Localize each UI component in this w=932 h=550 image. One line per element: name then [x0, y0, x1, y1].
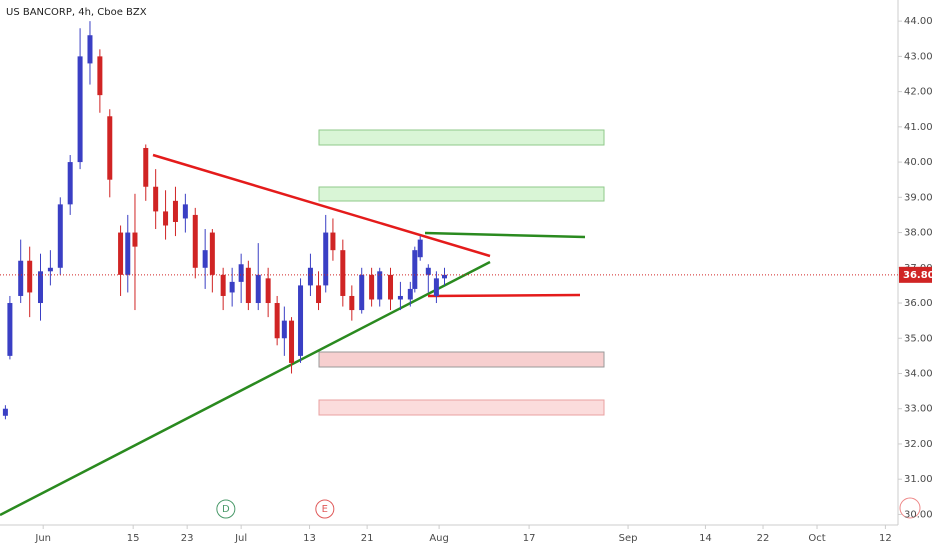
candle-body: [67, 162, 73, 205]
candle-body: [369, 274, 375, 300]
candle-body: [359, 274, 365, 311]
candle-body: [255, 274, 261, 304]
candle-body: [47, 267, 53, 272]
candle-body: [349, 295, 355, 311]
candle-body: [330, 232, 336, 251]
x-tick-label: Aug: [429, 533, 449, 544]
zone: [318, 186, 605, 202]
candle-body: [118, 232, 124, 275]
candle-body: [172, 200, 178, 222]
candle-body: [245, 267, 251, 304]
price-label: 36.80: [903, 270, 932, 281]
candle-body: [143, 147, 149, 187]
zone: [318, 399, 605, 416]
candle-body: [281, 320, 287, 339]
candle-body: [202, 250, 208, 268]
candle-body: [153, 186, 159, 212]
y-tick-label: 31.00: [904, 474, 932, 485]
candle-body: [37, 271, 43, 304]
x-tick-label: 23: [181, 533, 194, 544]
candle-body: [316, 285, 322, 304]
candle-body: [229, 281, 235, 293]
trend-line: [152, 153, 491, 258]
candle-body: [220, 274, 226, 296]
candle-body: [182, 204, 188, 219]
x-tick-label: 22: [757, 533, 770, 544]
x-tick-label: Jun: [34, 533, 51, 544]
candle-body: [57, 204, 63, 268]
candle-body: [27, 260, 33, 293]
trend-line: [0, 260, 491, 517]
event-marker: [315, 499, 335, 519]
candle-body: [87, 35, 93, 64]
candle-body: [298, 285, 304, 356]
candle-body: [2, 408, 8, 416]
candle-body: [163, 211, 169, 226]
candle-body: [18, 260, 24, 296]
x-tick-label: 12: [879, 533, 892, 544]
y-tick-label: 33.00: [904, 404, 932, 415]
candle-body: [425, 267, 431, 275]
trend-line: [424, 231, 586, 239]
x-tick-label: 15: [127, 533, 140, 544]
event-label: D: [222, 504, 230, 515]
candle-body: [323, 232, 329, 286]
y-tick-label: 43.00: [904, 51, 932, 62]
candle-body: [238, 264, 244, 282]
y-tick-label: 41.00: [904, 122, 932, 133]
y-tick-label: 42.00: [904, 87, 932, 98]
drawings: [0, 129, 605, 517]
event-marker: [899, 497, 921, 519]
candle-body: [125, 232, 131, 275]
y-tick-label: 34.00: [904, 368, 932, 379]
x-tick-label: Jul: [234, 533, 247, 544]
candle-body: [412, 250, 418, 289]
trend-line: [427, 293, 581, 298]
candle-body: [97, 56, 103, 96]
candle-body: [107, 116, 113, 180]
y-tick-label: 40.00: [904, 157, 932, 168]
candle-body: [307, 267, 313, 286]
candle-body: [132, 232, 138, 247]
y-tick-label: 39.00: [904, 192, 932, 203]
zone: [318, 129, 605, 146]
y-tick-label: 36.00: [904, 298, 932, 309]
candle-body: [192, 214, 198, 268]
y-tick-label: 30.00: [904, 509, 932, 520]
candle-body: [340, 250, 346, 296]
candle-body: [209, 232, 215, 275]
y-tick-label: 35.00: [904, 333, 932, 344]
candle-body: [289, 320, 295, 363]
chart-title: US BANCORP, 4h, Cboe BZX: [6, 7, 147, 18]
candle-body: [442, 274, 448, 279]
event-label: E: [322, 504, 328, 515]
x-tick-label: 13: [303, 533, 316, 544]
x-tick-label: 14: [699, 533, 712, 544]
candle-body: [433, 278, 439, 296]
event-marker: [216, 499, 236, 519]
y-tick-label: 44.00: [904, 16, 932, 27]
candle-body: [388, 274, 394, 300]
y-tick-label: 38.00: [904, 228, 932, 239]
candle-body: [397, 295, 403, 300]
candle-body: [265, 278, 271, 304]
x-tick-label: 17: [523, 533, 536, 544]
candle-body: [417, 239, 423, 258]
candle-body: [274, 303, 280, 339]
x-tick-label: Sep: [619, 533, 638, 544]
price-label-box: [899, 266, 932, 283]
candle-body: [377, 271, 383, 300]
candle-body: [7, 303, 13, 356]
x-tick-label: 21: [361, 533, 374, 544]
candle-body: [407, 288, 413, 300]
zone: [318, 351, 605, 368]
candle-body: [77, 56, 83, 163]
x-tick-label: Oct: [808, 533, 825, 544]
y-tick-label: 32.00: [904, 439, 932, 450]
